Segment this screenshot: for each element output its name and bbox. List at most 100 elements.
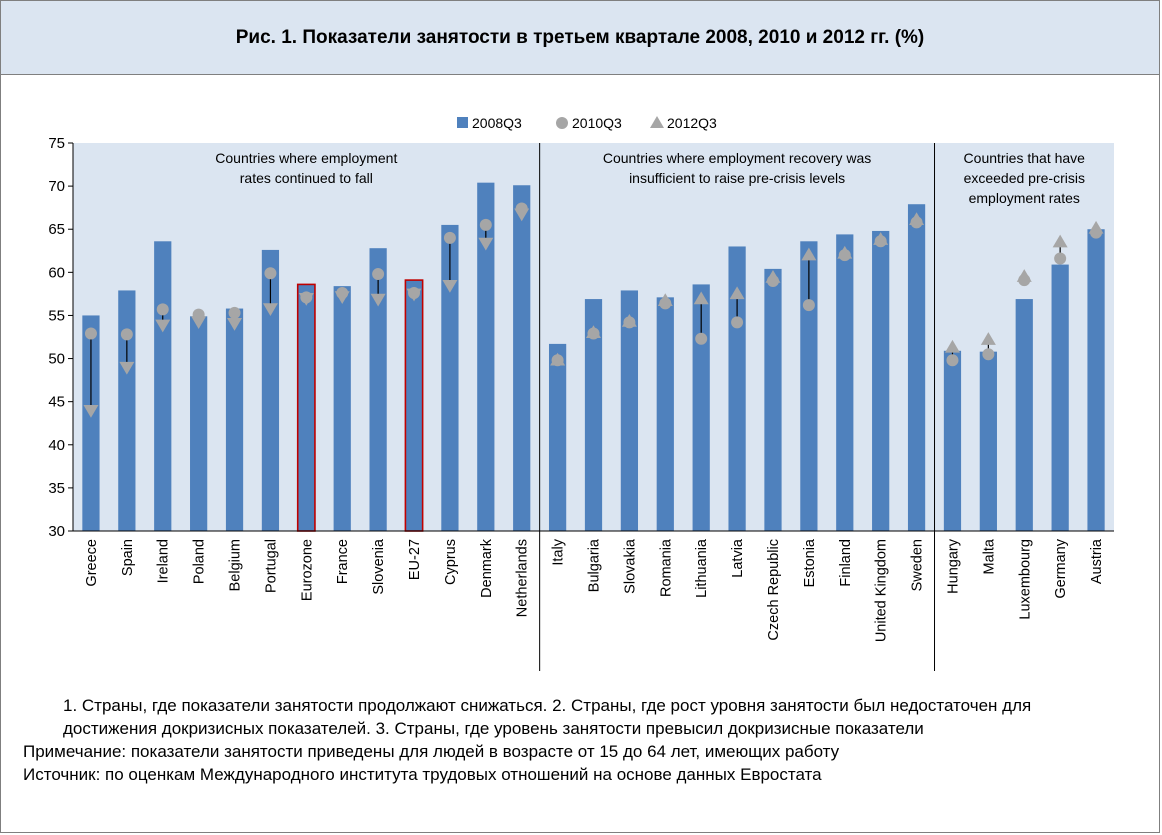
y-tick-label: 55 bbox=[48, 307, 65, 324]
x-tick-label: Sweden bbox=[910, 539, 926, 591]
bar-austria bbox=[1087, 229, 1105, 531]
marker-2012q3 bbox=[909, 212, 925, 225]
marker-2012q3 bbox=[191, 316, 207, 329]
bar-finland bbox=[836, 234, 854, 531]
source-footnote: Источник: по оценкам Международного инст… bbox=[23, 765, 822, 784]
x-tick-label: Eurozone bbox=[299, 539, 315, 601]
marker-2012q3 bbox=[980, 332, 996, 345]
footnotes: 1. Страны, где показатели занятости прод… bbox=[1, 694, 1159, 786]
group-separators bbox=[539, 143, 936, 671]
marker-2012q3 bbox=[478, 237, 494, 251]
svg-text:2008Q3: 2008Q3 bbox=[472, 115, 522, 131]
y-tick-label: 40 bbox=[48, 437, 65, 454]
x-tick-label: Portugal bbox=[263, 539, 279, 593]
bar-denmark bbox=[477, 182, 495, 531]
group-annotation: Countries that have exceeded pre-crisis em… bbox=[964, 150, 1086, 206]
markers bbox=[83, 202, 1104, 418]
bar-france bbox=[333, 286, 351, 531]
marker-2010q3 bbox=[946, 354, 959, 367]
x-tick-label: Italy bbox=[551, 538, 567, 565]
x-tick-label: Luxembourg bbox=[1017, 539, 1033, 620]
x-tick-label: Slovakia bbox=[622, 538, 638, 594]
marker-2010q3 bbox=[802, 299, 815, 312]
marker-2012q3 bbox=[442, 280, 458, 293]
marker-2012q3 bbox=[1088, 220, 1104, 234]
x-tick-label: Poland bbox=[192, 539, 208, 584]
bars-2008q3 bbox=[82, 182, 1105, 532]
x-tick-label: Finland bbox=[838, 539, 854, 587]
legend-item: 2012Q3 bbox=[650, 115, 717, 131]
marker-2012q3 bbox=[873, 232, 889, 245]
bar-bulgaria bbox=[584, 299, 603, 531]
y-tick-label: 50 bbox=[48, 351, 65, 368]
y-tick-label: 75 bbox=[48, 135, 65, 152]
marker-2012q3 bbox=[155, 319, 171, 333]
marker-2010q3 bbox=[372, 268, 385, 281]
bar-poland bbox=[190, 316, 208, 531]
svg-text:2010Q3: 2010Q3 bbox=[572, 115, 622, 131]
marker-2012q3 bbox=[370, 293, 386, 307]
x-tick-label: Germany bbox=[1053, 538, 1069, 598]
bar-ireland bbox=[154, 241, 172, 531]
bar-slovenia bbox=[369, 248, 387, 532]
marker-2010q3 bbox=[1054, 252, 1067, 265]
marker-2010q3 bbox=[443, 231, 456, 244]
bar-eu-27 bbox=[404, 279, 424, 532]
employment-chart: 2008Q3 2010Q3 2012Q3 30354045505560657075 … bbox=[48, 115, 1114, 671]
y-axis: 30 35 40 45 50 55 60 65 70 75 bbox=[48, 135, 74, 540]
bar-sweden bbox=[907, 204, 926, 531]
x-tick-label: Denmark bbox=[479, 538, 495, 598]
bar-belgium bbox=[225, 308, 244, 531]
marker-2012q3 bbox=[227, 317, 243, 331]
x-tick-label: Hungary bbox=[945, 538, 961, 594]
bar-czech-republic bbox=[764, 268, 782, 531]
marker-2012q3 bbox=[693, 291, 709, 305]
bar-romania bbox=[656, 297, 674, 531]
marker-2010q3 bbox=[84, 327, 97, 340]
x-tick-label: Slovenia bbox=[371, 538, 387, 595]
x-tick-label: Bulgaria bbox=[587, 538, 603, 592]
figure-header: Рис. 1. Показатели занятости в третьем к… bbox=[1, 1, 1159, 75]
x-tick-label: Romania bbox=[658, 538, 674, 597]
bar-portugal bbox=[261, 249, 280, 531]
bar-cyprus bbox=[441, 224, 459, 531]
bar-luxembourg bbox=[1015, 299, 1033, 531]
marker-2012q3 bbox=[657, 293, 673, 307]
marker-2012q3 bbox=[729, 286, 745, 300]
bar-malta bbox=[979, 351, 997, 531]
x-tick-label: Cyprus bbox=[443, 539, 459, 585]
y-tick-label: 65 bbox=[48, 221, 65, 238]
marker-2010q3 bbox=[982, 348, 995, 361]
bar-spain bbox=[118, 290, 136, 531]
bar-latvia bbox=[728, 246, 746, 531]
x-tick-label: Spain bbox=[120, 539, 136, 576]
x-tick-label: Belgium bbox=[228, 539, 244, 591]
marker-2012q3 bbox=[298, 292, 314, 306]
bar-estonia bbox=[800, 241, 818, 531]
x-tick-label: Lithuania bbox=[694, 538, 710, 598]
marker-2010q3 bbox=[264, 267, 277, 280]
y-tick-label: 30 bbox=[48, 523, 65, 540]
marker-2012q3 bbox=[621, 313, 637, 327]
marker-2010q3 bbox=[731, 316, 744, 329]
bar-lithuania bbox=[692, 284, 710, 531]
x-tick-label: Malta bbox=[981, 538, 997, 574]
marker-2012q3 bbox=[1016, 269, 1032, 282]
marker-2012q3 bbox=[765, 270, 781, 283]
x-tick-label: EU-27 bbox=[407, 539, 423, 580]
marker-2010q3 bbox=[156, 303, 169, 316]
x-tick-label: Latvia bbox=[730, 538, 746, 578]
bar-greece bbox=[82, 315, 100, 531]
legend-item: 2008Q3 bbox=[457, 115, 522, 131]
x-tick-label: Estonia bbox=[802, 538, 818, 587]
x-axis: Greece Spain Ireland Poland Belgium Portugal E… bbox=[73, 530, 1114, 642]
x-tick-label: Ireland bbox=[156, 539, 172, 583]
svg-text:2012Q3: 2012Q3 bbox=[667, 115, 717, 131]
legend-item: 2010Q3 bbox=[556, 115, 622, 131]
x-tick-label: United Kingdom bbox=[874, 539, 890, 642]
bar-eurozone bbox=[296, 283, 316, 532]
marker-2012q3 bbox=[1052, 234, 1068, 248]
marker-2010q3 bbox=[479, 218, 492, 231]
marker-2012q3 bbox=[801, 247, 817, 261]
